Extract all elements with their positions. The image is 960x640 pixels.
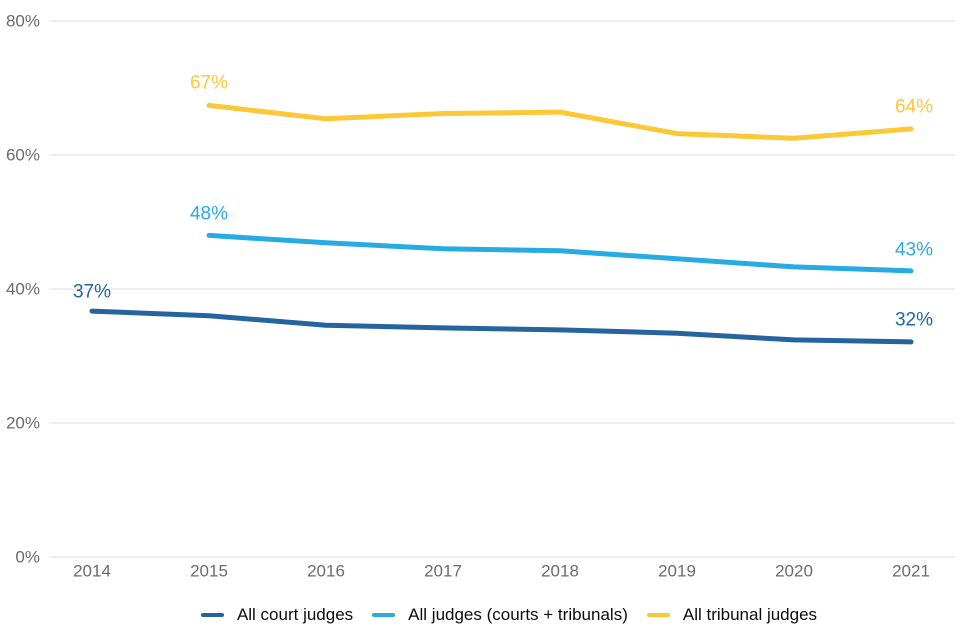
legend-label: All tribunal judges — [682, 605, 818, 624]
line-all-court-judges — [89, 308, 914, 345]
y-tick-label: 60% — [6, 146, 40, 165]
y-tick-label: 20% — [6, 414, 40, 433]
chart-legend: All court judges All judges (courts + tr… — [58, 605, 960, 625]
legend-item-all-court-judges: All court judges — [200, 605, 354, 625]
x-tick-label: 2018 — [541, 562, 579, 581]
line-all-judges-courts-tribunals — [206, 232, 914, 274]
x-tick-label: 2019 — [658, 562, 696, 581]
y-tick-label: 40% — [6, 280, 40, 299]
y-tick-label: 80% — [6, 12, 40, 31]
legend-label: All judges (courts + tribunals) — [408, 605, 628, 624]
legend-item-all-tribunal-judges: All tribunal judges — [646, 605, 818, 625]
data-label-court-last: 32% — [895, 309, 933, 330]
point-value-labels: 67% 64% 48% 43% 37% 32% — [73, 72, 933, 330]
data-label-alljudges-first: 48% — [190, 203, 228, 224]
x-tick-label: 2021 — [892, 562, 930, 581]
x-tick-label: 2017 — [424, 562, 462, 581]
legend-swatch-all-court-judges — [200, 613, 224, 617]
y-tick-label: 0% — [15, 548, 40, 567]
x-tick-label: 2020 — [775, 562, 813, 581]
data-label-alljudges-last: 43% — [895, 239, 933, 260]
x-axis-labels: 2014 2015 2016 2017 2018 2019 2020 2021 — [73, 562, 930, 581]
y-axis-labels: 80% 60% 40% 20% 0% — [6, 12, 40, 567]
data-label-court-first: 37% — [73, 281, 111, 302]
data-label-tribunal-last: 64% — [895, 96, 933, 117]
gridlines — [50, 20, 955, 558]
x-tick-label: 2014 — [73, 562, 111, 581]
legend-item-all-judges-courts-tribunals: All judges (courts + tribunals) — [372, 605, 628, 625]
x-tick-label: 2015 — [190, 562, 228, 581]
series-lines — [89, 102, 914, 345]
legend-swatch-all-judges-courts-tribunals — [372, 613, 396, 617]
legend-label: All court judges — [236, 605, 354, 624]
x-tick-label: 2016 — [307, 562, 345, 581]
legend-swatch-all-tribunal-judges — [646, 613, 670, 617]
data-label-tribunal-first: 67% — [190, 72, 228, 93]
line-all-tribunal-judges — [206, 102, 914, 141]
